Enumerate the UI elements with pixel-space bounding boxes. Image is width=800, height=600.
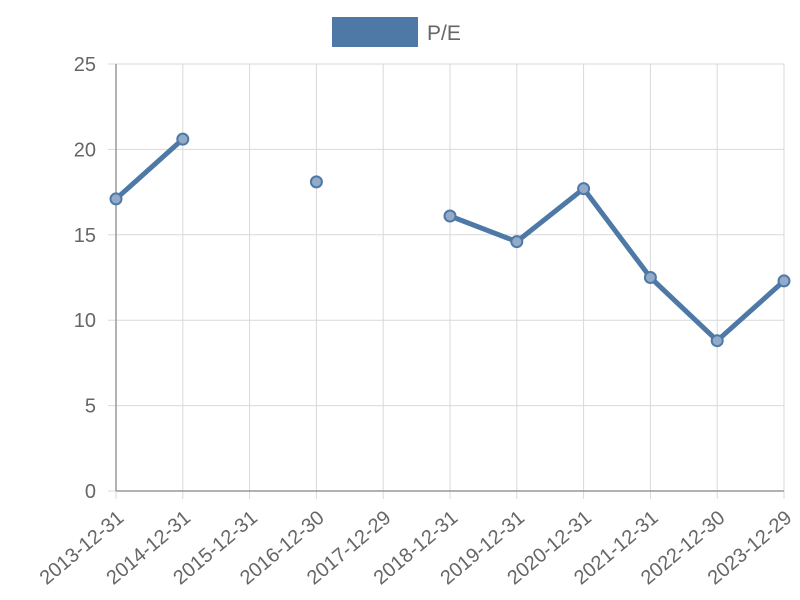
legend[interactable]: P/E <box>332 17 461 47</box>
data-point-6 <box>510 235 524 249</box>
y-tick-label-15: 15 <box>74 225 96 247</box>
data-point-8 <box>643 271 657 284</box>
legend-swatch-pe[interactable] <box>332 17 418 47</box>
y-axis-ticks: 0 5 10 15 20 25 <box>74 54 96 503</box>
legend-label-pe[interactable]: P/E <box>427 22 461 45</box>
axes <box>115 64 784 492</box>
grid-lines <box>108 63 785 499</box>
data-point-0 <box>109 192 123 206</box>
series-line-segment-0 <box>113 136 186 202</box>
data-point-5 <box>443 209 457 223</box>
data-point-9 <box>710 334 724 348</box>
y-tick-label-0: 0 <box>85 481 96 503</box>
y-tick-label-20: 20 <box>74 139 96 161</box>
series-line-segment-1 <box>447 186 787 344</box>
data-point-1 <box>176 132 190 146</box>
data-point-7 <box>577 182 591 196</box>
data-point-3 <box>309 175 323 189</box>
y-tick-label-5: 5 <box>85 396 96 418</box>
series-pe <box>109 132 791 348</box>
y-tick-label-10: 10 <box>74 310 96 332</box>
y-tick-label-25: 25 <box>74 54 96 76</box>
data-point-10 <box>777 274 791 288</box>
x-axis-ticks: 2013-12-312014-12-312015-12-312016-12-30… <box>36 507 797 590</box>
